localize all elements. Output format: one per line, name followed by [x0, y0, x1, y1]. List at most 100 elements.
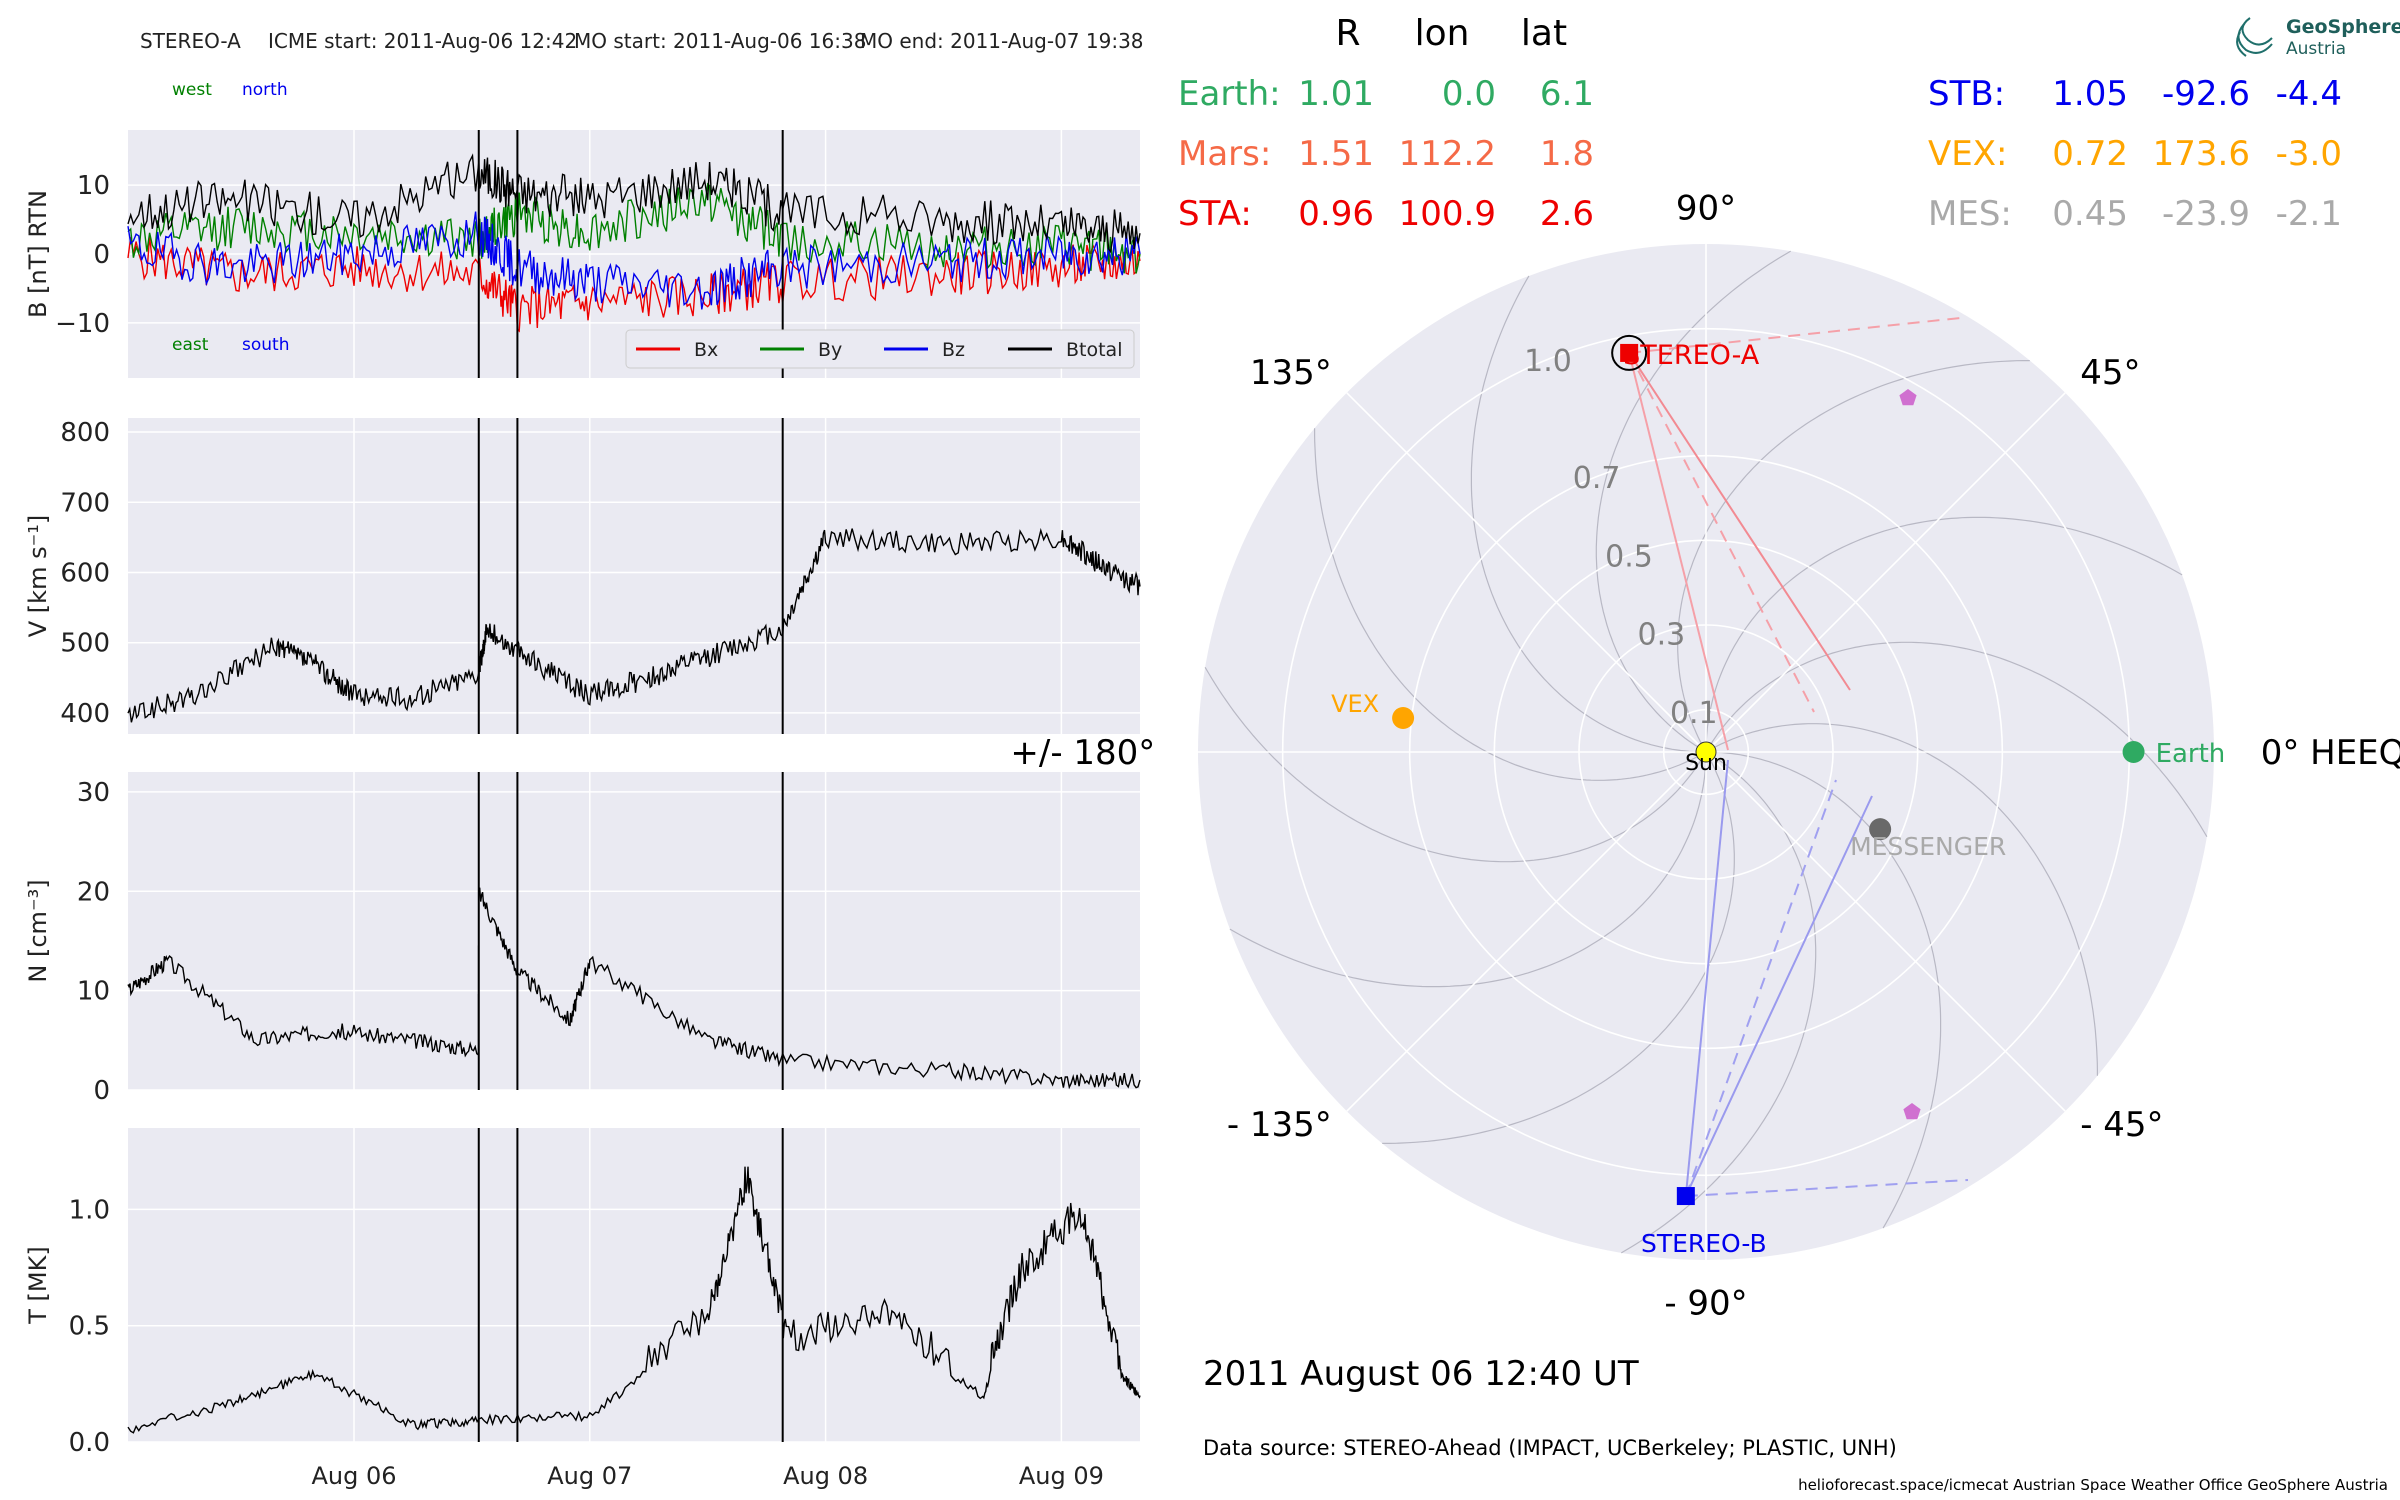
vex-label: VEX [1331, 690, 1379, 718]
angle-label: - 90° [1664, 1284, 1747, 1324]
table-header-lat: lat [1521, 13, 1567, 54]
sun-label: Sun [1685, 751, 1727, 776]
messenger-marker [1869, 818, 1892, 841]
table-header-r: R [1335, 13, 1360, 54]
y-tick-label: 0 [93, 240, 110, 270]
table-row-name: MES: [1928, 194, 2012, 234]
radial-tick-label: 0.1 [1670, 696, 1718, 731]
y-axis-label: V [km s⁻¹] [24, 515, 52, 637]
series-line-data [127, 527, 1141, 723]
series-line-btotal [127, 153, 1141, 254]
planet-marker-pentagon [1899, 389, 1917, 406]
y-tick-label: 1.0 [69, 1195, 110, 1225]
panel-annotation-south: south [242, 335, 289, 355]
y-axis-label: B [nT] RTN [24, 190, 52, 318]
parker-spiral-line [1313, 428, 1699, 781]
stereo-b-label: STEREO-B [1641, 1229, 1767, 1258]
angle-label: 45° [2080, 353, 2140, 393]
y-tick-label: 600 [60, 558, 110, 588]
table-cell-r: 1.51 [1298, 134, 1374, 174]
table-cell-lon: 0.0 [1442, 74, 1496, 114]
y-tick-label: 0.5 [69, 1312, 110, 1342]
table-cell-lon: 173.6 [2153, 134, 2250, 174]
radial-tick-label: 1.0 [1524, 344, 1572, 379]
timeseries-panels: 10 0 −10B [nT] RTN west north east south Bx By Bz… [24, 80, 1141, 1490]
logo-text-main: GeoSphere [2286, 16, 2400, 38]
angle-label: 0° HEEQ [2261, 733, 2400, 773]
y-tick-label: −10 [55, 309, 110, 339]
stb-view-line [1684, 795, 1873, 1197]
parker-spiral-line [1204, 666, 1703, 863]
earth-label: Earth [2156, 739, 2226, 769]
legend-entry: Bz [942, 339, 965, 361]
sta-connection-line [1629, 317, 1961, 354]
angle-label: - 135° [1227, 1105, 1332, 1145]
panel-1: 800 700 600 500 400 V [km s⁻¹] [24, 418, 1141, 734]
logo-text-sub: Austria [2286, 39, 2346, 59]
table-row-name: STA: [1178, 194, 1252, 234]
header-icme-start: ICME start: 2011-Aug-06 12:42 [268, 29, 577, 53]
radial-tick-label: 0.3 [1638, 618, 1686, 653]
position-table: R lon lat Earth: 1.01 0.0 6.1 Mars: 1.51 112.2… [1178, 13, 2342, 234]
table-cell-lon: -92.6 [2162, 74, 2250, 114]
table-cell-r: 1.05 [2052, 74, 2128, 114]
y-tick-label: 400 [60, 699, 110, 729]
parker-spiral-line [1713, 723, 2098, 1076]
table-cell-lat: -4.4 [2276, 74, 2342, 114]
parker-spiral-line [1382, 759, 1735, 1145]
header-mo-end: MO end: 2011-Aug-07 19:38 [860, 29, 1144, 53]
y-tick-label: 0.0 [69, 1428, 110, 1458]
x-tick-label: Aug 08 [783, 1462, 868, 1490]
panel-background [128, 772, 1140, 1090]
sta-view-line [1628, 352, 1815, 713]
series-line-data [127, 1166, 1141, 1434]
table-cell-r: 0.45 [2052, 194, 2128, 234]
panel-annotation-west: west [172, 80, 212, 100]
parker-spiral-line [1229, 760, 1707, 988]
series-line-by [127, 182, 1141, 274]
polar-orbit-plot: 1.0 0.7 0.5 0.3 0.1 90° 45° 0° HEEQ - 45° - 90° - … [1010, 188, 2400, 1323]
table-cell-r: 1.01 [1298, 74, 1374, 114]
legend-entry: Bx [694, 339, 718, 361]
angle-label: +/- 180° [1010, 733, 1155, 773]
header-mo-start: MO start: 2011-Aug-06 16:38 [574, 29, 866, 53]
angle-label: 135° [1250, 353, 1332, 393]
x-tick-label: Aug 07 [547, 1462, 632, 1490]
y-tick-label: 700 [60, 488, 110, 518]
vex-marker [1392, 707, 1415, 730]
panel-annotation-north: north [242, 80, 288, 100]
legend-entry: By [818, 339, 842, 361]
data-source-note: Data source: STEREO-Ahead (IMPACT, UCBer… [1203, 1436, 1897, 1460]
table-row-name: STB: [1928, 74, 2005, 114]
table-cell-lat: -2.1 [2276, 194, 2342, 234]
table-row-name: VEX: [1928, 134, 2008, 174]
sta-view-line [1628, 352, 1851, 691]
panel-2: 30 20 10 0 N [cm⁻³] [24, 772, 1141, 1106]
stb-view-line [1684, 759, 1729, 1197]
plot-timestamp: 2011 August 06 12:40 UT [1203, 1354, 1639, 1394]
legend-entry: Btotal [1066, 339, 1122, 361]
planet-marker-pentagon [1903, 1103, 1921, 1120]
earth-marker [2122, 741, 2145, 763]
y-tick-label: 10 [77, 171, 110, 201]
table-cell-lat: 2.6 [1540, 194, 1594, 234]
radial-tick-label: 0.5 [1605, 539, 1653, 574]
parker-spiral-line [1709, 641, 2208, 838]
legend-box [625, 329, 1135, 369]
y-tick-label: 0 [93, 1076, 110, 1106]
y-tick-label: 500 [60, 629, 110, 659]
panel-background [128, 1128, 1140, 1442]
messenger-label: MESSENGER [1850, 832, 2006, 861]
parker-spiral-line [1620, 755, 1817, 1254]
panel-background [128, 418, 1140, 734]
stereo-a-label: STEREO-A [1623, 340, 1760, 371]
table-header-lon: lon [1415, 13, 1470, 54]
logo-swirl-icon [2236, 17, 2273, 57]
parker-spiral-line [1677, 360, 2030, 745]
table-cell-lon: -23.9 [2162, 194, 2250, 234]
credits-note: helioforecast.space/icmecat Austrian Spa… [1798, 1476, 2388, 1494]
angular-grid-line [1346, 751, 1707, 1112]
parker-spiral-line [1595, 250, 1792, 749]
table-cell-r: 0.72 [2052, 134, 2128, 174]
